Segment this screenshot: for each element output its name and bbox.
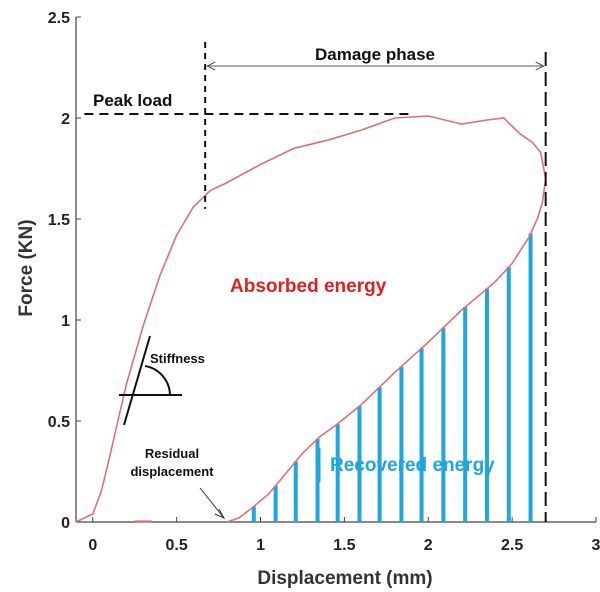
damage-arrow-right-head bbox=[535, 61, 545, 71]
residual-arrow bbox=[199, 487, 225, 519]
damage-arrow-left-head bbox=[206, 61, 216, 71]
tick-labels: 0 0.5 1 1.5 2 2.5 3 0 0.5 1 1.5 2 2.5 bbox=[48, 10, 600, 554]
residual-label-line1: Residual bbox=[145, 446, 199, 461]
recovered-energy-bars bbox=[251, 233, 533, 522]
residual-label-line2: displacement bbox=[130, 464, 214, 479]
y-tick-label: 2.5 bbox=[48, 10, 70, 27]
y-tick-label: 1.5 bbox=[48, 212, 70, 229]
peak-load-label: Peak load bbox=[93, 91, 172, 110]
y-tick-label: 2 bbox=[61, 111, 70, 128]
y-tick-label: 1 bbox=[61, 313, 70, 330]
annotations bbox=[84, 42, 547, 522]
x-tick-label: 2.5 bbox=[501, 537, 523, 554]
loading-curve bbox=[75, 115, 547, 523]
x-tick-label: 1 bbox=[256, 537, 265, 554]
residual-arrow-head bbox=[214, 508, 226, 520]
stiffness-label: Stiffness bbox=[150, 351, 205, 366]
curves bbox=[75, 115, 547, 523]
x-tick-label: 2 bbox=[424, 537, 433, 554]
y-tick-label: 0.5 bbox=[48, 414, 70, 431]
x-axis-label: Displacement (mm) bbox=[257, 568, 432, 589]
unloading-curve bbox=[226, 178, 547, 523]
stiffness-slope-line bbox=[123, 335, 151, 426]
x-tick-label: 1.5 bbox=[333, 537, 355, 554]
y-tick-label: 0 bbox=[61, 515, 70, 532]
damage-phase-label: Damage phase bbox=[315, 45, 435, 64]
y-axis-label: Force (KN) bbox=[16, 219, 37, 316]
recovered-energy-label: Recovered energy bbox=[330, 455, 495, 476]
absorbed-energy-label: Absorbed energy bbox=[230, 276, 387, 297]
stiffness-angle-arc bbox=[144, 365, 171, 396]
x-tick-label: 0.5 bbox=[166, 537, 188, 554]
x-tick-label: 0 bbox=[88, 537, 97, 554]
x-tick-label: 3 bbox=[592, 537, 600, 554]
